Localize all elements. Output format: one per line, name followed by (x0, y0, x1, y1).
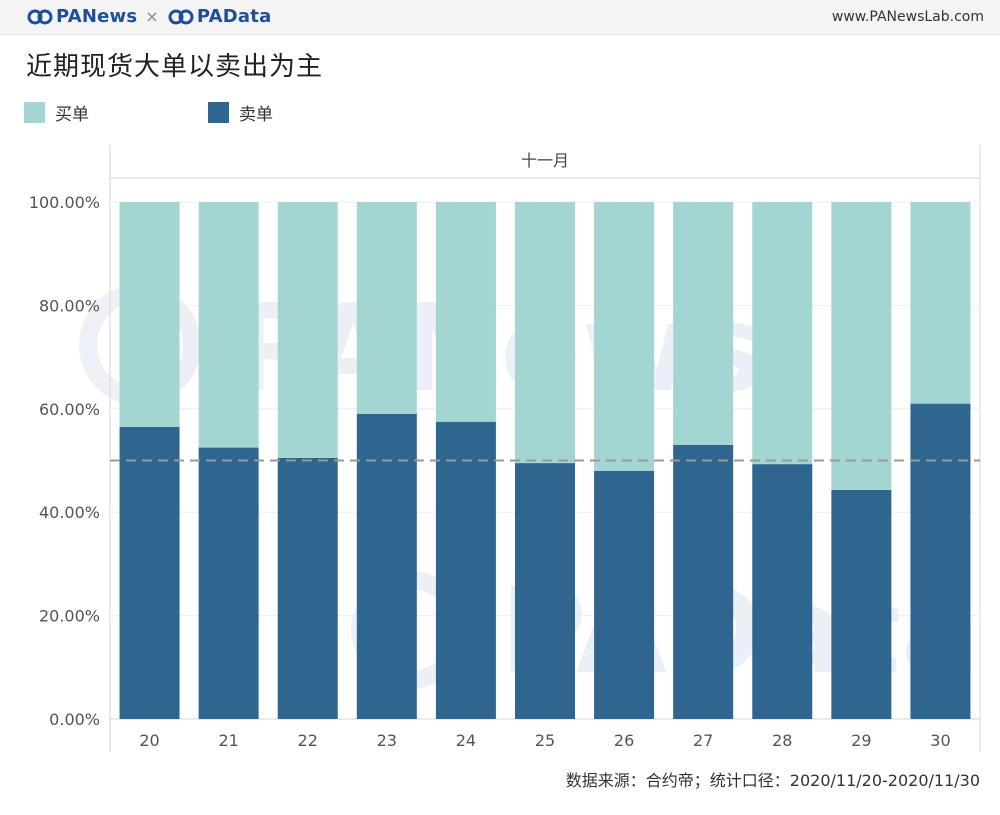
legend: 买单 卖单 (24, 100, 392, 125)
x-tick-label: 22 (298, 731, 318, 750)
x-axis: 20 21 22 23 24 25 26 27 28 29 30 (139, 731, 950, 750)
bars (119, 202, 971, 719)
bar-sell (594, 470, 655, 719)
data-source: 数据来源：合约帝；统计口径：2020/11/20-2020/11/30 (565, 771, 980, 790)
y-tick-label: 40.00% (39, 503, 100, 522)
brand: PANews × PAData (26, 6, 271, 27)
x-tick-label: 25 (535, 731, 555, 750)
legend-item-sell: 卖单 (208, 100, 392, 125)
legend-label-sell: 卖单 (239, 105, 273, 125)
brand-panews: PANews (56, 6, 138, 27)
bar-buy (752, 202, 813, 465)
brand-times: × (145, 7, 159, 26)
bar-sell (673, 444, 734, 719)
legend-swatch-buy (24, 102, 45, 123)
bar-sell (119, 426, 180, 719)
padata-logo-icon (168, 9, 194, 24)
y-tick-label: 80.00% (39, 296, 100, 315)
bar-buy (198, 202, 259, 448)
bar-sell (831, 489, 892, 719)
brand-padata: PAData (196, 6, 272, 27)
bar-buy (831, 202, 892, 490)
bar-sell (910, 403, 971, 719)
y-tick-label: 100.00% (29, 193, 100, 212)
bar-buy (277, 202, 338, 458)
top-banner: PANews × PAData www.PANewsLab.com (0, 0, 1000, 35)
x-tick-label: 23 (377, 731, 397, 750)
bar-buy (119, 202, 180, 427)
bar-buy (435, 202, 496, 422)
bar-buy (594, 202, 655, 471)
legend-item-buy: 买单 (24, 100, 208, 125)
x-tick-label: 30 (930, 731, 950, 750)
bar-buy (910, 202, 971, 404)
bar-sell (752, 464, 813, 719)
x-tick-label: 28 (772, 731, 792, 750)
x-tick-label: 29 (851, 731, 871, 750)
y-tick-label: 20.00% (39, 607, 100, 626)
bar-buy (673, 202, 734, 445)
x-tick-label: 26 (614, 731, 634, 750)
bar-sell (515, 463, 575, 719)
legend-label-buy: 买单 (55, 105, 89, 125)
svg-text:PAData: PAData (500, 562, 981, 700)
chart-title: 近期现货大单以卖出为主 (26, 52, 324, 82)
y-tick-label: 0.00% (49, 710, 100, 729)
y-axis: 0.00% 20.00% 40.00% 60.00% 80.00% 100.00% (29, 193, 100, 729)
bar-buy (515, 202, 575, 464)
bar-sell (435, 421, 496, 719)
x-tick-label: 21 (218, 731, 238, 750)
bar-buy (356, 202, 417, 414)
bar-sell (198, 447, 259, 719)
bar-sell (356, 413, 417, 719)
group-label: 十一月 (521, 151, 569, 170)
bar-sell (277, 457, 338, 719)
x-tick-label: 24 (456, 731, 476, 750)
x-tick-label: 27 (693, 731, 713, 750)
panews-logo-icon (27, 9, 53, 24)
x-tick-label: 20 (139, 731, 159, 750)
legend-swatch-sell (208, 102, 229, 123)
site-url: www.PANewsLab.com (831, 9, 984, 25)
y-tick-label: 60.00% (39, 400, 100, 419)
